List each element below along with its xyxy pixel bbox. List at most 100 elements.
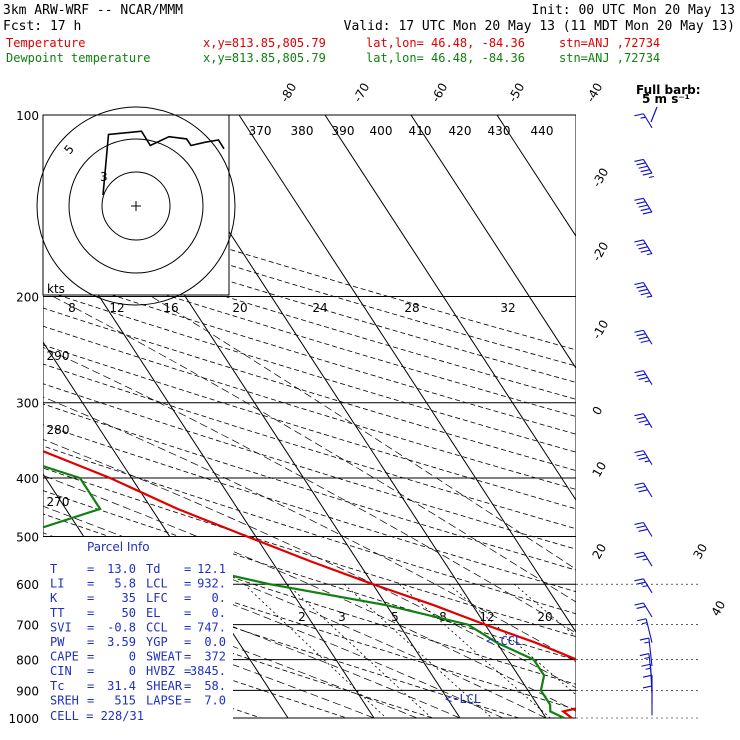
parcel-value: 3.59 <box>107 635 136 649</box>
parcel-key: K <box>50 591 58 605</box>
parcel-key: HVBZ <box>146 664 175 678</box>
ccl-marker: <-CCL <box>486 634 522 648</box>
dry-adiabat <box>43 272 576 435</box>
pressure-tick-label: 500 <box>16 530 39 544</box>
theta-left-label: 290 <box>47 349 70 363</box>
pressure-tick-label: 700 <box>16 619 39 633</box>
wind-barb <box>642 685 653 716</box>
hodograph-ring-inner <box>101 171 171 241</box>
wind-barb <box>634 413 653 428</box>
wind-barb <box>634 450 653 465</box>
parcel-value: 0 <box>129 650 136 664</box>
mixing-ratio-bottom-label: 20 <box>537 610 552 624</box>
mixing-ratio-top-label: 32 <box>500 301 515 315</box>
parcel-key: CCL <box>146 620 168 634</box>
parcel-equals: = <box>184 693 191 707</box>
mixing-ratio-line <box>448 583 576 696</box>
parcel-key: SVI <box>50 620 72 634</box>
isotherm <box>238 115 576 633</box>
isotherm <box>496 115 576 238</box>
parcel-value: 12.1 <box>197 562 226 576</box>
pressure-tick-label: 400 <box>16 472 39 486</box>
full-barb-label: Full barb: <box>636 83 701 97</box>
dry-adiabat <box>43 513 576 685</box>
mixing-ratio-top-label: 16 <box>163 301 178 315</box>
parcel-equals: = <box>184 562 191 576</box>
dewpoint-xy: x,y=813.85,805.79 <box>203 51 326 65</box>
isotherm-label: -70 <box>350 81 372 105</box>
wind-barb <box>634 551 653 567</box>
parcel-value: 13.0 <box>107 562 136 576</box>
isotherm-label: 20 <box>589 541 609 561</box>
wind-barb <box>634 158 654 179</box>
theta-label: 370 <box>249 124 272 138</box>
parcel-equals: = <box>184 620 191 634</box>
parcel-value: 58. <box>204 679 226 693</box>
wind-barb <box>634 281 653 298</box>
moist-adiabat <box>43 594 375 719</box>
wind-barb <box>634 239 653 256</box>
parcel-equals: = <box>87 562 94 576</box>
isotherm-label: 40 <box>708 598 728 618</box>
parcel-key: TT <box>50 606 64 620</box>
wind-barb <box>634 197 653 215</box>
parcel-value: 0.0 <box>204 635 226 649</box>
isotherm <box>324 115 576 502</box>
parcel-info-panel: Parcel Info T = 13.0 Td = 12.1 LI = 5.8 LCL = 932. K… <box>43 537 233 723</box>
parcel-cell: CELL = 228/31 <box>50 709 144 723</box>
dewpoint-latlon: lat,lon= 46.48, -84.36 <box>366 51 525 65</box>
mixing-ratio-top-label: 12 <box>109 301 124 315</box>
parcel-key: LFC <box>146 591 168 605</box>
theta-left-label: 270 <box>47 495 70 509</box>
parcel-equals: = <box>87 650 94 664</box>
parcel-key: CAPE <box>50 650 79 664</box>
parcel-value: 515 <box>114 693 136 707</box>
wind-barb <box>634 329 653 345</box>
dry-adiabat <box>43 222 576 383</box>
theta-label: 410 <box>409 124 432 138</box>
parcel-value: 932. <box>197 577 226 591</box>
parcel-equals: = <box>184 591 191 605</box>
dry-adiabat <box>43 588 434 719</box>
parcel-equals: = <box>184 606 191 620</box>
wind-barb <box>634 370 653 385</box>
temperature-station: stn=ANJ ,72734 <box>559 36 660 50</box>
temperature-legend: Temperature <box>6 36 85 50</box>
parcel-value: 50 <box>122 606 136 620</box>
parcel-value: 7.0 <box>204 693 226 707</box>
model-title: 3km ARW-WRF -- NCAR/MMM <box>3 3 183 18</box>
parcel-key: LAPSE <box>146 693 182 707</box>
parcel-equals: = <box>87 664 94 678</box>
wind-barbs <box>634 113 654 716</box>
parcel-value: 3845. <box>190 664 226 678</box>
parcel-equals: = <box>87 635 94 649</box>
isotherm-label: -60 <box>428 81 450 105</box>
wind-barb <box>639 637 653 667</box>
hodograph-kts-label: kts <box>47 282 65 296</box>
init-time: Init: 00 UTC Mon 20 May 13 <box>532 3 736 18</box>
pressure-tick-label: 600 <box>16 578 39 592</box>
lcl-marker: <-LCL <box>445 692 481 706</box>
parcel-equals: = <box>184 664 191 678</box>
isotherm-label: -50 <box>505 81 527 105</box>
isotherm-label: -80 <box>277 81 299 105</box>
wind-barb <box>642 674 653 705</box>
parcel-key: LCL <box>146 577 168 591</box>
parcel-key: SREH <box>50 693 79 707</box>
moist-adiabat <box>43 475 576 712</box>
parcel-equals: = <box>184 650 191 664</box>
wind-barb <box>634 578 653 594</box>
pressure-tick-label: 300 <box>16 397 39 411</box>
parcel-equals: = <box>87 591 94 605</box>
mixing-ratio-bottom-label: 5 <box>391 610 399 624</box>
isotherm-label: 0 <box>589 404 605 418</box>
dry-adiabat <box>43 255 576 417</box>
mixing-ratio-line <box>243 583 387 719</box>
parcel-key: T <box>50 562 57 576</box>
hodograph: kts 5 3 <box>36 106 236 306</box>
parcel-key: SHEAR <box>146 679 183 693</box>
parcel-value: 0. <box>212 606 226 620</box>
parcel-value: 372 <box>204 650 226 664</box>
isotherm-label: 10 <box>589 459 609 479</box>
